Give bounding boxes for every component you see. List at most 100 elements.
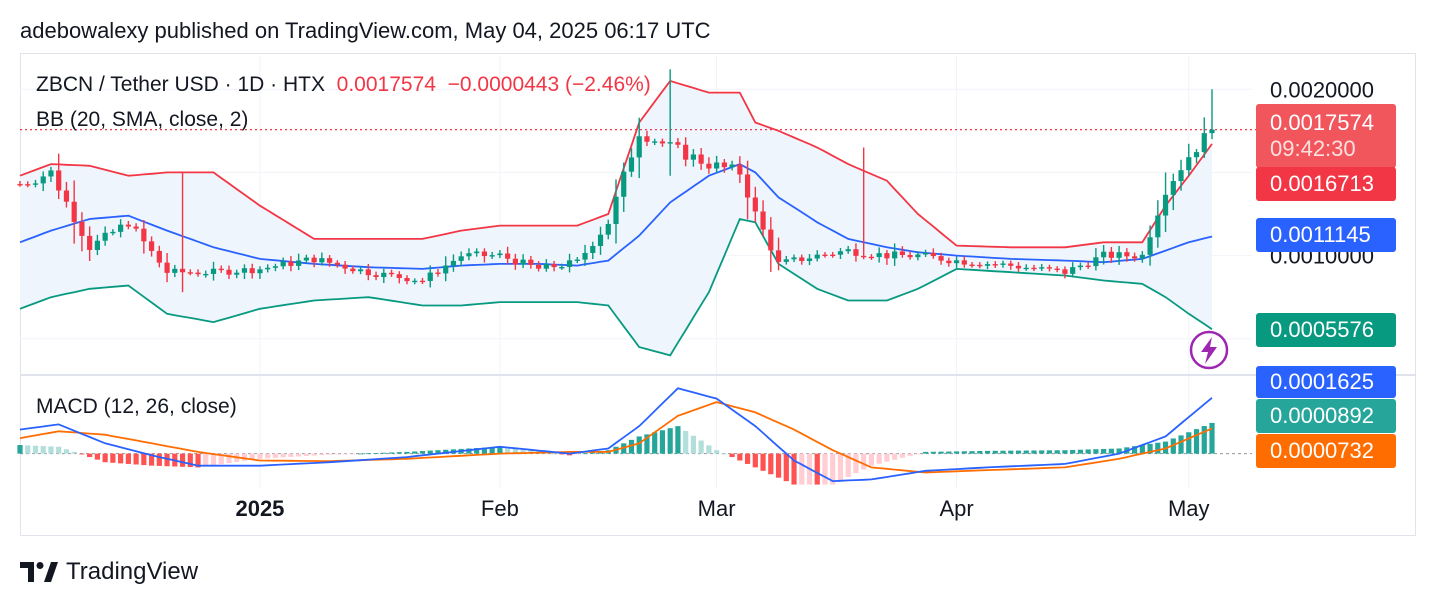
macd-hist-bar-54	[435, 450, 441, 454]
candle-body-140	[1101, 251, 1107, 258]
macd-hist-bar-74	[590, 452, 596, 454]
candle-body-34	[280, 261, 286, 267]
candle-body-6	[63, 190, 70, 202]
macd-hist-bar-108	[853, 453, 859, 474]
candle-body-95	[752, 197, 758, 212]
candle-body-136	[1070, 267, 1076, 274]
candle-body-11	[102, 232, 108, 241]
candle-body-88	[698, 154, 704, 164]
macd-hist-bar-106	[837, 453, 844, 481]
candle-body-91	[721, 162, 727, 168]
symbol-legend[interactable]: ZBCN / Tether USD · 1D · HTX 0.0017574 −…	[36, 73, 651, 97]
candle-body-138	[1085, 265, 1091, 267]
macd-hist-bar-11	[102, 453, 108, 463]
macd-hist-bar-122	[961, 451, 967, 454]
macd-hist-bar-52	[419, 451, 426, 454]
macd-hist-bar-133	[1046, 450, 1053, 454]
macd-hist-bar-84	[667, 428, 673, 454]
candle-body-96	[760, 211, 766, 230]
candle-body-123	[969, 264, 975, 266]
candle-body-65	[520, 259, 526, 265]
bb-legend[interactable]: BB (20, SMA, close, 2)	[36, 108, 249, 131]
macd-hist-bar-5	[56, 446, 62, 454]
candle-body-93	[737, 164, 743, 175]
candle-body-154	[1209, 129, 1215, 134]
candle-body-26	[218, 268, 224, 271]
candle-body-36	[296, 260, 302, 266]
candle-body-145	[1139, 254, 1145, 259]
candle-body-8	[79, 221, 85, 236]
candle-body-112	[884, 253, 890, 259]
candle-body-151	[1186, 157, 1192, 171]
macd-hist-bar-144	[1131, 446, 1138, 454]
candle-body-39	[319, 258, 325, 263]
candle-body-72	[574, 259, 580, 261]
macd-hist-bar-142	[1116, 448, 1122, 454]
macd-hist-bar-18	[156, 453, 162, 466]
macd-hist-bar-105	[830, 453, 836, 485]
candle-body-37	[303, 257, 309, 261]
macd-hist-bar-46	[373, 453, 379, 454]
macd-legend[interactable]: MACD (12, 26, close)	[36, 395, 237, 418]
tradingview-footer[interactable]: TradingView	[20, 558, 198, 586]
candle-body-139	[1093, 257, 1099, 267]
last-price-tag: 0.0017574 09:42:30	[1256, 104, 1396, 168]
macd-hist-bar-51	[412, 451, 418, 454]
lightning-bolt-icon	[1201, 337, 1217, 364]
macd-hist-bar-44	[357, 453, 364, 455]
macd-hist-bar-140	[1101, 448, 1107, 454]
macd-signal-line	[19, 401, 1213, 474]
macd-hist-bar-131	[1031, 450, 1037, 454]
candle-body-99	[783, 259, 789, 262]
macd-hist-bar-7	[71, 451, 77, 454]
macd-hist-bar-35	[288, 453, 294, 457]
macd-hist-bar-138	[1085, 449, 1091, 454]
candle-body-133	[1046, 267, 1053, 269]
macd-hist-bar-120	[946, 451, 952, 454]
replay-button[interactable]	[1189, 330, 1229, 370]
candle-body-79	[628, 157, 635, 172]
macd-hist-bar-8	[79, 453, 85, 455]
macd-hist-bar-90	[714, 450, 720, 454]
macd-hist-bar-127	[1000, 450, 1006, 454]
macd-hist-bar-113	[892, 453, 898, 460]
macd-hist-bar-145	[1139, 445, 1145, 454]
candle-body-46	[373, 275, 379, 278]
macd-hist-bar-118	[930, 451, 936, 454]
macd-hist-bar-134	[1054, 450, 1060, 454]
candle-body-60	[481, 251, 488, 257]
macd-hist-bar-97	[768, 453, 774, 475]
macd-hist-bar-125	[984, 450, 991, 454]
candle-body-103	[814, 254, 820, 259]
macd-hist-bar-114	[899, 453, 905, 458]
macd-hist-bar-136	[1070, 449, 1076, 454]
macd-hist-bar-111	[876, 453, 882, 464]
candle-body-24	[203, 273, 209, 276]
macd-hist-bar-121	[953, 451, 960, 454]
candle-body-137	[1077, 265, 1084, 268]
candle-body-30	[249, 268, 255, 274]
candle-body-32	[265, 267, 271, 270]
candle-body-87	[690, 154, 697, 160]
candle-body-63	[505, 253, 511, 259]
candle-body-68	[543, 264, 549, 269]
candle-body-118	[930, 252, 936, 257]
candle-body-44	[357, 269, 364, 272]
candle-body-70	[559, 266, 565, 269]
candle-body-131	[1031, 267, 1037, 270]
candle-body-97	[768, 229, 774, 251]
candle-body-80	[636, 136, 642, 158]
macd-hist-bar-107	[845, 453, 851, 477]
macd-hist-bar-141	[1108, 448, 1114, 454]
time-tick-4: May	[1168, 496, 1210, 521]
candle-body-111	[876, 253, 882, 258]
candle-body-124	[977, 264, 983, 267]
candle-body-143	[1124, 252, 1130, 257]
tradingview-brand: TradingView	[66, 558, 199, 585]
macd-hist-bar-25	[210, 453, 217, 466]
candle-body-42	[342, 264, 348, 269]
candle-body-101	[799, 257, 805, 261]
candle-body-41	[334, 262, 340, 265]
macd-hist-bar-119	[938, 451, 944, 454]
